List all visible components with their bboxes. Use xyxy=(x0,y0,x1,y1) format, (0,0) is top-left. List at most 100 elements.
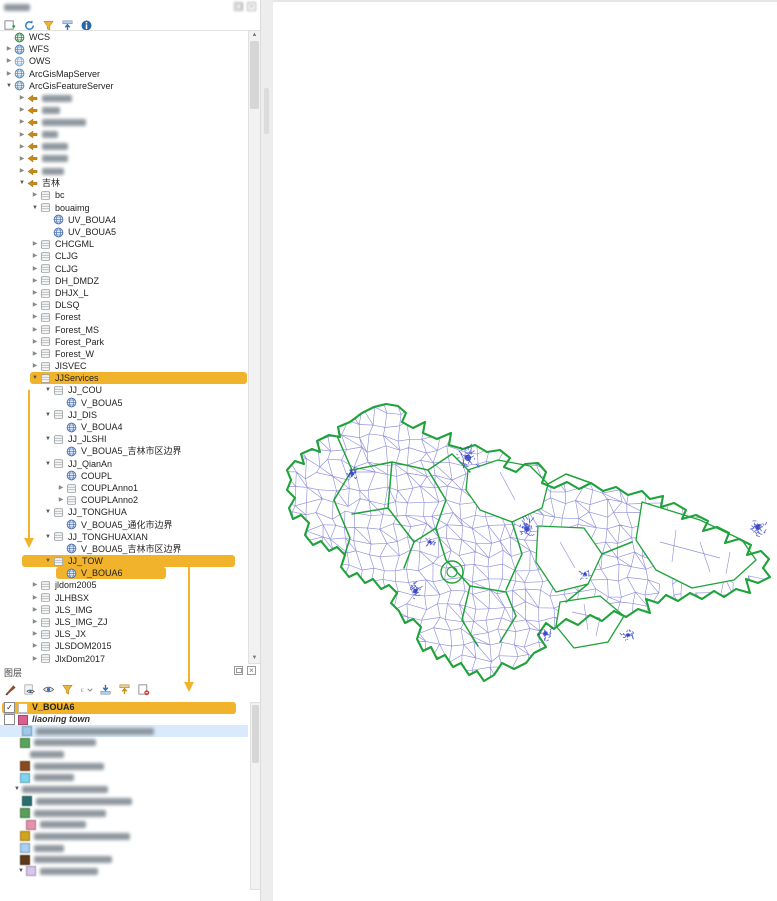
expander-closed-icon[interactable]: ▶ xyxy=(19,155,25,162)
map-canvas[interactable] xyxy=(272,0,777,901)
expander-closed-icon[interactable]: ▶ xyxy=(32,192,38,199)
expander-closed-icon[interactable]: ▶ xyxy=(58,484,64,491)
expander-open-icon[interactable]: ▼ xyxy=(32,204,38,211)
collapse-all-layers-icon[interactable] xyxy=(118,683,131,696)
tree-item-bouaimg[interactable]: ▼ bouaimg xyxy=(0,202,248,214)
tree-item-arcgismapserver[interactable]: ▶ ArcGisMapServer xyxy=(0,68,248,80)
expander-open-icon[interactable]: ▼ xyxy=(18,867,24,874)
tree-item-redacted[interactable]: ▶ xyxy=(0,92,248,104)
expander-open-icon[interactable]: ▼ xyxy=(14,785,20,792)
tree-item-redacted[interactable]: ▶ xyxy=(0,116,248,128)
expander-closed-icon[interactable]: ▶ xyxy=(32,265,38,272)
expander-closed-icon[interactable]: ▶ xyxy=(32,655,38,662)
tree-item-jj-cou[interactable]: ▼ JJ_COU xyxy=(0,384,248,396)
tree-item-bc[interactable]: ▶ bc xyxy=(0,189,248,201)
tree-item-wfs[interactable]: ▶ WFS xyxy=(0,43,248,55)
tree-item-jj-tonghuaxian[interactable]: ▼ JJ_TONGHUAXIAN xyxy=(0,531,248,543)
tree-item-v-boua5-吉林市区边界[interactable]: V_BOUA5_吉林市区边界 xyxy=(0,543,248,555)
tree-item-jj-tonghua[interactable]: ▼ JJ_TONGHUA xyxy=(0,506,248,518)
expander-closed-icon[interactable]: ▶ xyxy=(32,338,38,345)
tree-item-dh-dmdz[interactable]: ▶ DH_DMDZ xyxy=(0,275,248,287)
tree-item-jlhbsx[interactable]: ▶ JLHBSX xyxy=(0,592,248,604)
tree-item-redacted[interactable]: ▶ xyxy=(0,141,248,153)
expander-open-icon[interactable]: ▼ xyxy=(6,82,12,89)
expander-closed-icon[interactable]: ▶ xyxy=(6,58,12,65)
tree-item-forest[interactable]: ▶ Forest xyxy=(0,311,248,323)
tree-item-v-boua5-通化市边界[interactable]: V_BOUA5_通化市边界 xyxy=(0,519,248,531)
expander-open-icon[interactable]: ▼ xyxy=(19,180,25,187)
expander-closed-icon[interactable]: ▶ xyxy=(32,582,38,589)
tree-item-couplanno1[interactable]: ▶ COUPLAnno1 xyxy=(0,482,248,494)
tree-item-couplanno2[interactable]: ▶ COUPLAnno2 xyxy=(0,494,248,506)
layer-item-redacted[interactable] xyxy=(0,842,248,854)
tree-item-cljg[interactable]: ▶ CLJG xyxy=(0,263,248,275)
close-panel-icon[interactable]: × xyxy=(247,2,256,11)
layer-item-redacted[interactable] xyxy=(0,725,248,738)
remove-layer-icon[interactable] xyxy=(137,683,150,696)
expander-closed-icon[interactable]: ▶ xyxy=(32,643,38,650)
scroll-thumb[interactable] xyxy=(252,705,259,763)
tree-item-jj-tow[interactable]: ▼ JJ_TOW xyxy=(0,555,248,568)
expander-open-icon[interactable]: ▼ xyxy=(45,387,51,394)
expander-closed-icon[interactable]: ▶ xyxy=(19,168,25,175)
scroll-up-icon[interactable]: ▲ xyxy=(251,32,258,38)
panel-splitter[interactable] xyxy=(260,0,273,901)
layer-item-redacted[interactable] xyxy=(0,772,248,784)
expander-closed-icon[interactable]: ▶ xyxy=(19,143,25,150)
expander-closed-icon[interactable]: ▶ xyxy=(19,94,25,101)
expander-closed-icon[interactable]: ▶ xyxy=(32,631,38,638)
expander-closed-icon[interactable]: ▶ xyxy=(32,619,38,625)
tree-item-jjservices[interactable]: ▼ JJServices xyxy=(0,372,248,385)
expression-filter-icon[interactable]: ε xyxy=(80,683,93,696)
tree-item-redacted[interactable]: ▶ xyxy=(0,129,248,141)
expander-open-icon[interactable]: ▼ xyxy=(45,436,51,443)
layer-item-redacted[interactable] xyxy=(0,819,248,831)
tree-item-jj-jlshi[interactable]: ▼ JJ_JLSHI xyxy=(0,433,248,445)
expander-closed-icon[interactable]: ▶ xyxy=(32,326,38,333)
tree-item-jls-jx[interactable]: ▶ JLS_JX xyxy=(0,628,248,640)
map-themes-icon[interactable] xyxy=(23,683,36,696)
properties-icon[interactable] xyxy=(80,19,93,32)
tree-item-redacted[interactable]: ▶ xyxy=(0,165,248,177)
tree-item-jlxdom2017[interactable]: ▶ JlxDom2017 xyxy=(0,653,248,665)
filter-legend-icon[interactable] xyxy=(42,683,55,696)
tree-item-arcgisfeatureserver[interactable]: ▼ ArcGisFeatureServer xyxy=(0,80,248,92)
tree-item-jldom2005[interactable]: ▶ jldom2005 xyxy=(0,579,248,591)
tree-item-redacted[interactable]: ▶ xyxy=(0,104,248,116)
expander-closed-icon[interactable]: ▶ xyxy=(19,119,25,126)
checkbox-checked[interactable]: ✓ xyxy=(4,702,15,714)
layer-item-redacted[interactable] xyxy=(0,760,248,772)
layer-item-liaoning-town[interactable]: liaoning town xyxy=(0,714,248,726)
expander-open-icon[interactable]: ▼ xyxy=(45,460,51,467)
tree-item-uv-boua4[interactable]: UV_BOUA4 xyxy=(0,214,248,226)
scroll-thumb[interactable] xyxy=(250,41,259,109)
layer-item-redacted[interactable]: ▼ xyxy=(0,784,248,796)
expander-closed-icon[interactable]: ▶ xyxy=(6,70,12,77)
checkbox-unchecked[interactable] xyxy=(4,714,15,726)
expander-closed-icon[interactable]: ▶ xyxy=(32,241,38,248)
layer-styling-icon[interactable] xyxy=(4,683,17,696)
undock-panel-icon[interactable] xyxy=(234,2,243,11)
tree-item-chcgml[interactable]: ▶ CHCGML xyxy=(0,238,248,250)
layer-item-redacted[interactable] xyxy=(0,749,248,761)
layer-item-redacted[interactable] xyxy=(0,796,248,808)
expander-closed-icon[interactable]: ▶ xyxy=(32,594,38,601)
expander-open-icon[interactable]: ▼ xyxy=(45,411,51,418)
expander-closed-icon[interactable]: ▶ xyxy=(6,46,12,53)
expander-closed-icon[interactable]: ▶ xyxy=(58,497,64,504)
filter-browser-icon[interactable] xyxy=(42,19,55,32)
tree-item-v-boua5-吉林市区边界[interactable]: V_BOUA5_吉林市区边界 xyxy=(0,445,248,457)
tree-item-uv-boua5[interactable]: UV_BOUA5 xyxy=(0,226,248,238)
filter-funnel-icon[interactable] xyxy=(61,683,74,696)
tree-item-ows[interactable]: ▶ OWS xyxy=(0,55,248,67)
tree-item-jj-dis[interactable]: ▼ JJ_DIS xyxy=(0,409,248,421)
tree-item-forest-park[interactable]: ▶ Forest_Park xyxy=(0,336,248,348)
tree-item-jisvec[interactable]: ▶ JISVEC xyxy=(0,360,248,372)
layer-item-redacted[interactable] xyxy=(0,807,248,819)
tree-item-redacted[interactable]: ▶ xyxy=(0,153,248,165)
scroll-down-icon[interactable]: ▼ xyxy=(251,655,258,661)
expander-open-icon[interactable]: ▼ xyxy=(45,558,51,565)
tree-item-dlsq[interactable]: ▶ DLSQ xyxy=(0,299,248,311)
layer-item-v-boua6[interactable]: ✓ V_BOUA6 xyxy=(0,702,248,714)
tree-item-cljg[interactable]: ▶ CLJG xyxy=(0,250,248,262)
